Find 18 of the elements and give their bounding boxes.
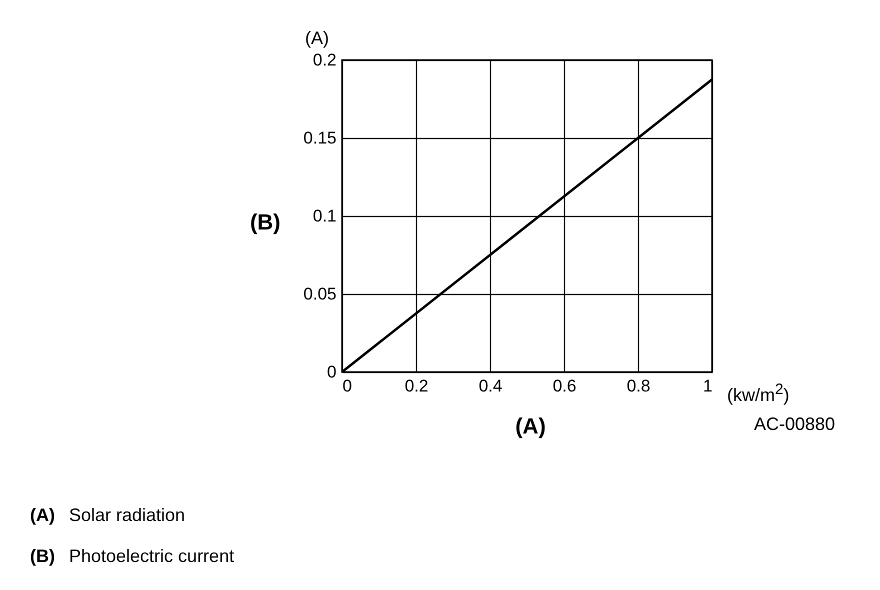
text: (B) Photoelectric current [30,546,234,566]
text: (A) [305,28,329,49]
x-tick-label: 0.4 [478,376,502,396]
text: AC-00880 [754,414,836,435]
y-axis-title: (B) [250,210,280,234]
x-tick-label: 0 [342,376,352,396]
y-tick-label: 0.1 [312,206,336,226]
y-tick-label: 0.15 [303,128,336,148]
x-tick-label: 0.8 [626,376,650,396]
x-tick-label: 0.2 [404,376,428,396]
x-axis-title: (A) [515,414,546,438]
x-tick-label: 1 [703,376,712,396]
y-tick-label: 0 [327,362,336,382]
text: (kw/m$^{2}$) [727,381,790,406]
y-tick-label: 0.05 [303,284,336,304]
x-tick-label: 0.6 [552,376,576,396]
text: (A) Solar radiation [30,505,186,525]
y-tick-label: 0.2 [312,50,336,70]
